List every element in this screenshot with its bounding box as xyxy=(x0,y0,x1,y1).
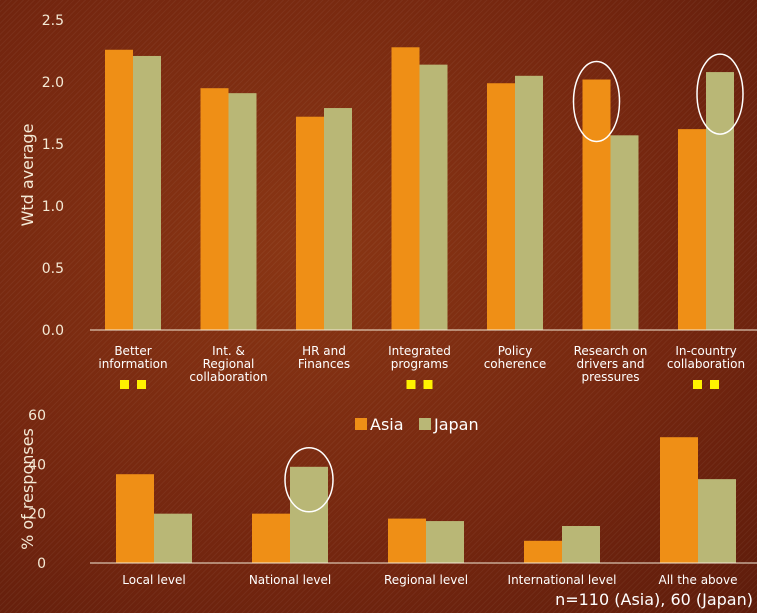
marker-square xyxy=(693,380,702,389)
bar-asia-hr-and-finances xyxy=(296,116,324,330)
bar-japan-int-regional-collaboration xyxy=(228,93,257,330)
y-tick-label: 0.5 xyxy=(42,261,64,277)
x-tick-label-int-regional-collaboration: Int. & Regional collaboration xyxy=(189,344,267,384)
bar-japan-in-country-collaboration xyxy=(706,72,734,330)
top-chart: Wtd average 0.0 0.5 1.0 1.5 2.0 2.5 Better infor… xyxy=(18,13,757,389)
bar-asia-international-level xyxy=(524,540,562,563)
legend: Asia Japan xyxy=(355,415,479,434)
y-tick-label: 0 xyxy=(37,556,46,572)
y-tick-label: 0.0 xyxy=(42,323,64,339)
x-tick-label-policy-coherence: Policy coherence xyxy=(484,344,547,371)
y-tick-label: 2.0 xyxy=(42,75,64,91)
x-tick-label-research-on-drivers-and-pressures: Research on drivers and pressures xyxy=(574,344,648,384)
marker-square xyxy=(710,380,719,389)
legend-label-japan: Japan xyxy=(433,415,479,434)
legend-label-asia: Asia xyxy=(370,415,404,434)
y-tick-label: 1.5 xyxy=(42,137,64,153)
bar-japan-all-the-above xyxy=(698,479,736,563)
y-tick-label: 2.5 xyxy=(42,13,64,29)
highlight-circle xyxy=(572,60,621,143)
y-tick-label: 40 xyxy=(28,457,46,473)
legend-swatch-asia xyxy=(355,418,367,430)
bar-japan-national-level xyxy=(290,466,328,563)
y-axis-title: % of responses xyxy=(18,428,37,550)
bar-asia-better-information xyxy=(105,49,133,330)
x-tick-label-better-information: Better information xyxy=(98,344,167,371)
marker-square xyxy=(423,380,433,389)
bar-japan-international-level xyxy=(562,526,600,563)
y-axis-title: Wtd average xyxy=(18,124,37,227)
bar-asia-integrated-programs xyxy=(391,47,420,330)
bar-japan-local-level xyxy=(154,513,192,563)
marker-square xyxy=(120,380,129,389)
marker-square xyxy=(137,380,146,389)
y-tick-label: 1.0 xyxy=(42,199,64,215)
bar-japan-policy-coherence xyxy=(515,75,543,330)
bar-asia-policy-coherence xyxy=(487,83,515,331)
x-tick-label-in-country-collaboration: In-country collaboration xyxy=(667,344,745,371)
bar-asia-regional-level xyxy=(388,518,426,563)
legend-swatch-japan xyxy=(419,418,431,430)
bar-asia-all-the-above xyxy=(660,437,698,563)
x-tick-label-international-level: International level xyxy=(508,573,617,587)
x-tick-label-integrated-programs: Integrated programs xyxy=(388,344,451,371)
bar-asia-research-on-drivers-and-pressures xyxy=(582,79,611,331)
x-tick-label-regional-level: Regional level xyxy=(384,573,468,587)
x-tick-label-all-the-above: All the above xyxy=(659,573,738,587)
x-tick-label-hr-and-finances: HR and Finances xyxy=(298,344,350,371)
bar-japan-integrated-programs xyxy=(419,64,448,330)
bar-asia-local-level xyxy=(116,474,154,563)
x-tick-label-national-level: National level xyxy=(249,573,331,587)
highlight-circle xyxy=(696,53,744,135)
bar-japan-regional-level xyxy=(426,521,464,563)
sample-size-note: n=110 (Asia), 60 (Japan) xyxy=(555,590,753,609)
y-tick-label: 60 xyxy=(28,408,46,424)
marker-square xyxy=(406,380,416,389)
bar-asia-national-level xyxy=(252,513,290,563)
bar-japan-hr-and-finances xyxy=(324,108,352,330)
highlight-circle xyxy=(284,447,334,513)
bar-japan-better-information xyxy=(133,55,161,331)
x-tick-label-local-level: Local level xyxy=(122,573,185,587)
bar-japan-research-on-drivers-and-pressures xyxy=(610,135,639,330)
bar-asia-in-country-collaboration xyxy=(678,129,706,330)
bar-asia-int-regional-collaboration xyxy=(200,88,229,330)
y-tick-label: 20 xyxy=(28,507,46,523)
